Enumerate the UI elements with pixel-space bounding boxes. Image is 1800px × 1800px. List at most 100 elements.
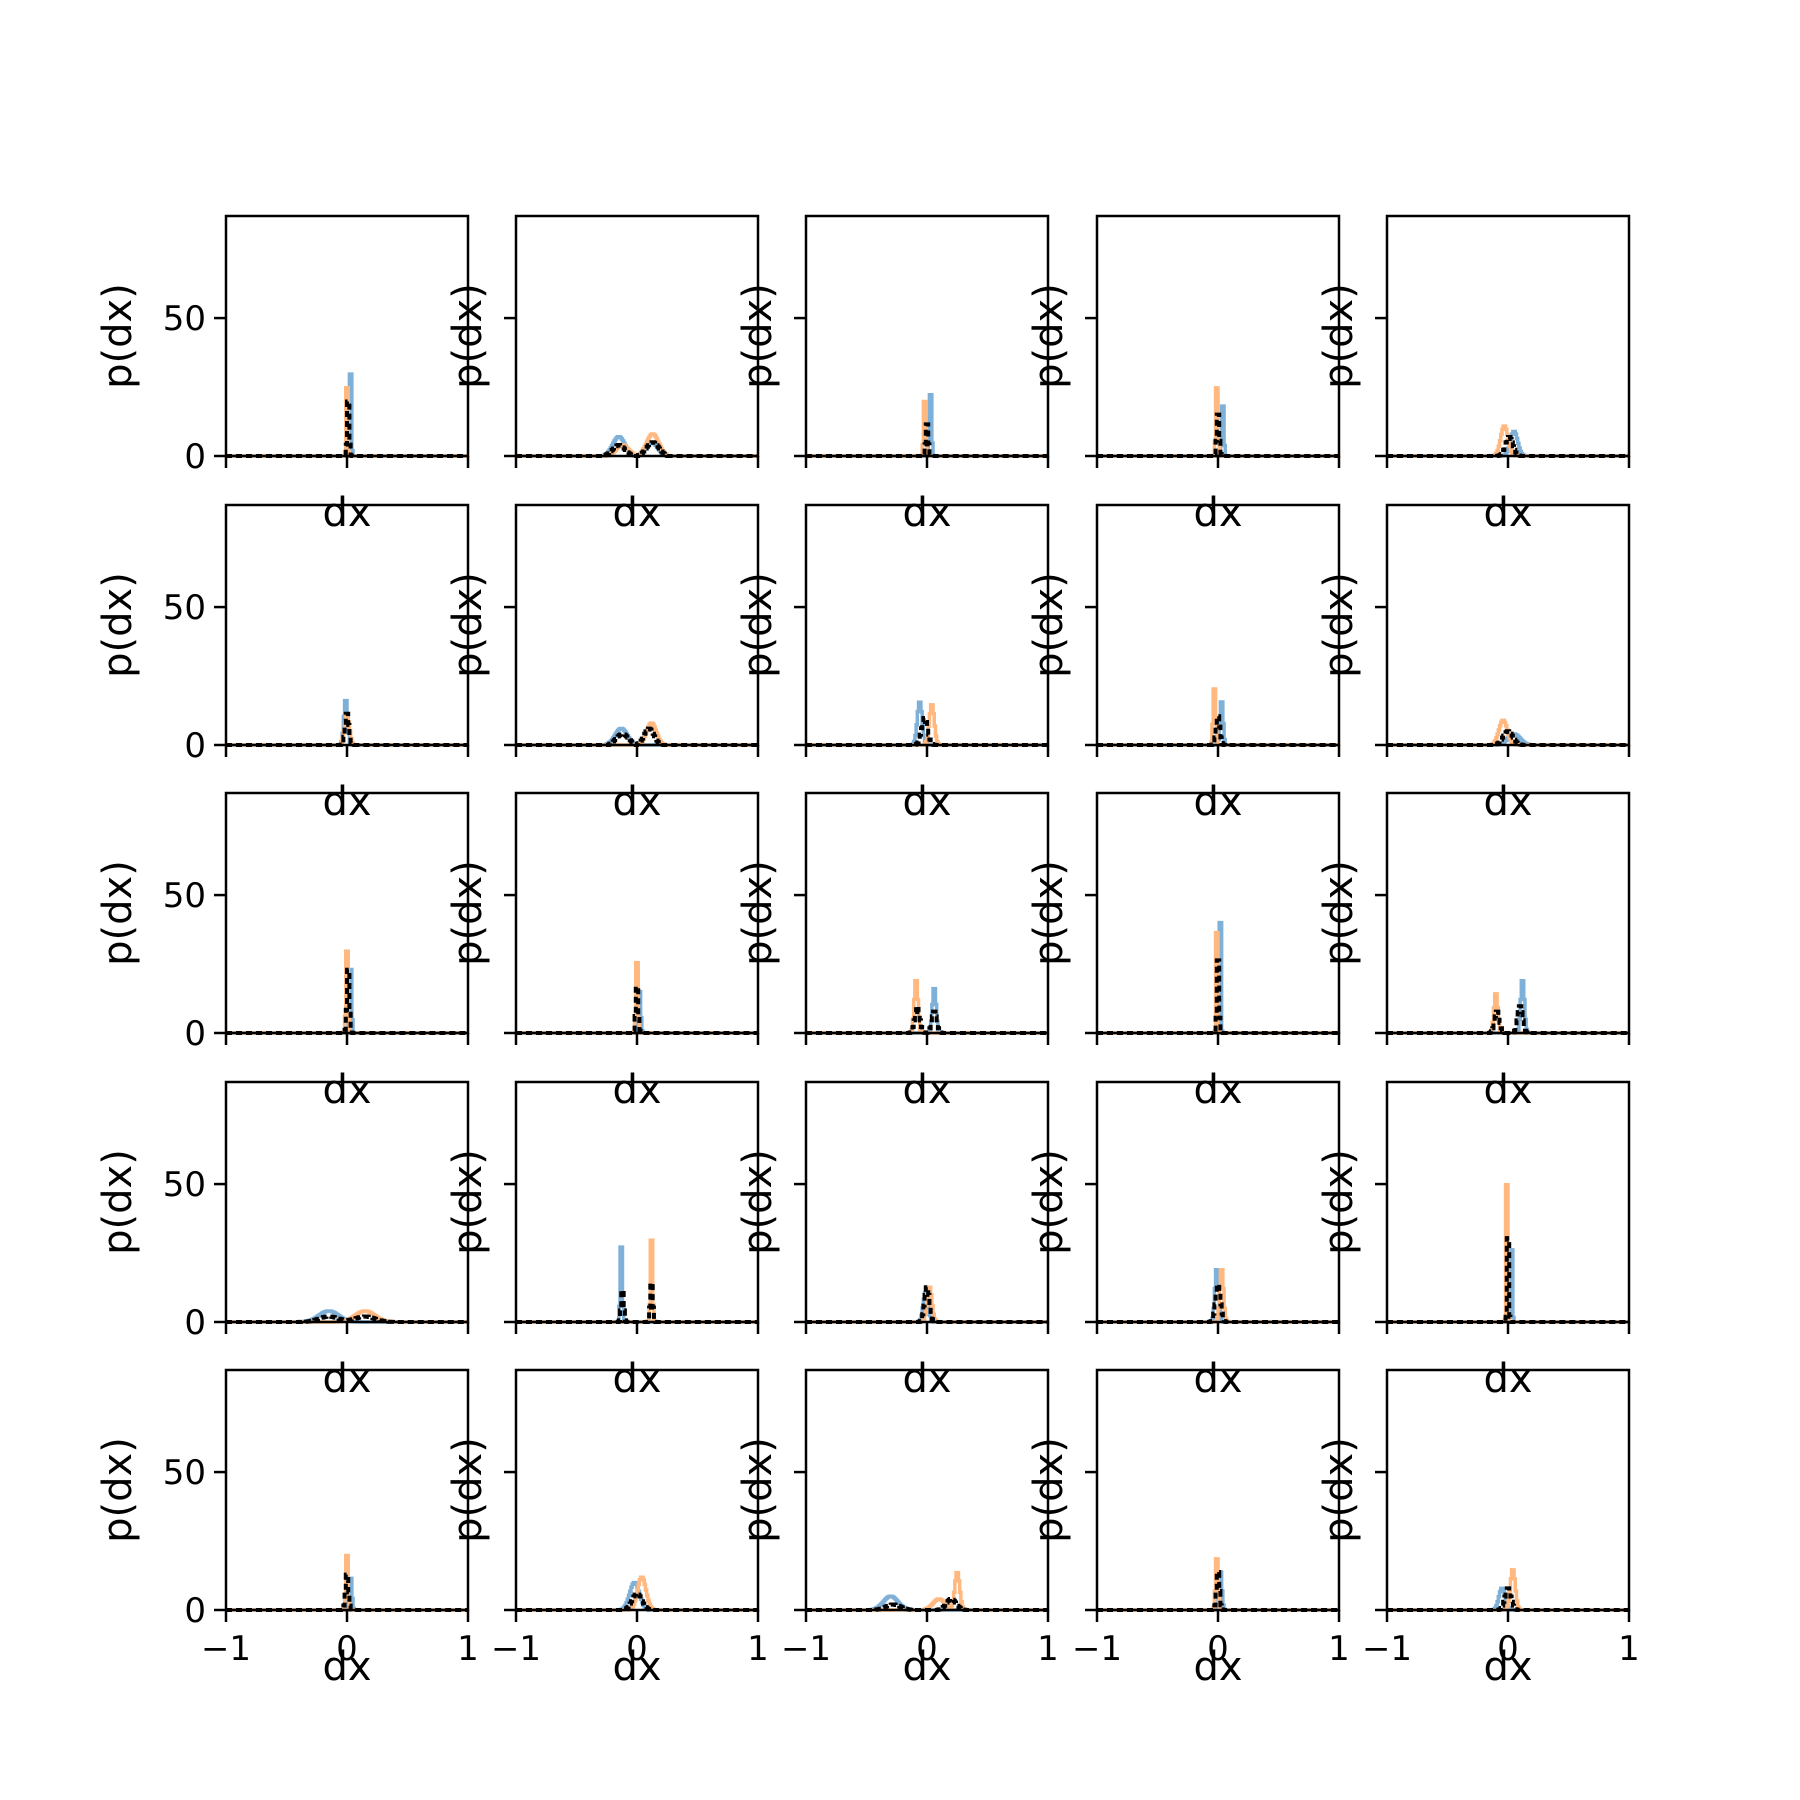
x-axis-label: dx	[1193, 1067, 1242, 1113]
x-axis-label: dx	[1193, 490, 1242, 536]
axes-frame	[514, 1368, 760, 1612]
subplot-r2-c0: 0 50 dx p(dx)	[95, 791, 470, 1113]
subplot-r4-c1: −1 0 1 dx p(dx)	[445, 1368, 769, 1690]
x-axis-label: dx	[1193, 779, 1242, 825]
x-tick-label: −1	[491, 1629, 541, 1669]
y-axis-label: p(dx)	[95, 1437, 141, 1543]
x-tick-label: 1	[1328, 1629, 1350, 1669]
subplot-r1-c0: 0 50 dx p(dx)	[95, 503, 470, 825]
y-axis-label: p(dx)	[735, 1149, 781, 1255]
subplot-r3-c3: dx p(dx)	[1026, 1080, 1341, 1402]
y-axis-label: p(dx)	[445, 1149, 491, 1255]
series-b-histogram	[516, 432, 758, 458]
y-axis-label: p(dx)	[1316, 1149, 1362, 1255]
x-axis-label: dx	[612, 779, 661, 825]
subplot-r1-c3: dx p(dx)	[1026, 503, 1341, 825]
y-axis-label: p(dx)	[735, 572, 781, 678]
y-axis-label: p(dx)	[735, 283, 781, 389]
y-axis-label: p(dx)	[1026, 1437, 1072, 1543]
x-axis-label: dx	[322, 1067, 371, 1113]
x-tick-label: −1	[781, 1629, 831, 1669]
subplot-r0-c4: dx p(dx)	[1316, 214, 1631, 536]
subplot-r1-c1: dx p(dx)	[445, 503, 760, 825]
x-axis-label: dx	[1483, 779, 1532, 825]
y-tick-label: 0	[184, 1591, 206, 1631]
x-tick-label: 1	[1618, 1629, 1640, 1669]
x-axis-label: dx	[1483, 1067, 1532, 1113]
x-axis-label: dx	[1193, 1356, 1242, 1402]
y-axis-label: p(dx)	[95, 1149, 141, 1255]
x-axis-label: dx	[322, 1644, 371, 1690]
subplot-r0-c2: dx p(dx)	[735, 214, 1050, 536]
x-axis-label: dx	[1193, 1644, 1242, 1690]
x-tick-label: 1	[747, 1629, 769, 1669]
x-axis-label: dx	[322, 490, 371, 536]
y-tick-label: 50	[163, 876, 206, 916]
x-axis-label: dx	[902, 1356, 951, 1402]
x-tick-label: 1	[457, 1629, 479, 1669]
x-axis-label: dx	[902, 779, 951, 825]
axes-frame	[514, 1080, 760, 1324]
series-a-histogram	[516, 1245, 758, 1324]
subplot-r2-c3: dx p(dx)	[1026, 791, 1341, 1113]
axes-frame	[1385, 791, 1631, 1035]
subplot-r0-c0: 0 50 dx p(dx)	[95, 214, 470, 536]
x-axis-label: dx	[322, 779, 371, 825]
x-tick-label: −1	[201, 1629, 251, 1669]
subplot-r0-c3: dx p(dx)	[1026, 214, 1341, 536]
subplot-r4-c4: −1 0 1 dx p(dx)	[1316, 1368, 1640, 1690]
series-c-histogram	[1387, 1236, 1629, 1324]
subplot-r3-c1: dx p(dx)	[445, 1080, 760, 1402]
axes-frame	[514, 503, 760, 747]
x-tick-label: 0	[1207, 1629, 1229, 1669]
y-axis-label: p(dx)	[95, 283, 141, 389]
series-b-histogram	[806, 399, 1048, 458]
axes-frame	[804, 791, 1050, 1035]
y-axis-label: p(dx)	[735, 1437, 781, 1543]
subplot-r2-c2: dx p(dx)	[735, 791, 1050, 1113]
axes-frame	[1385, 1368, 1631, 1612]
y-tick-label: 50	[163, 299, 206, 339]
x-tick-label: 0	[916, 1629, 938, 1669]
subplot-r2-c1: dx p(dx)	[445, 791, 760, 1113]
y-axis-label: p(dx)	[445, 283, 491, 389]
y-axis-label: p(dx)	[445, 860, 491, 966]
x-axis-label: dx	[612, 1356, 661, 1402]
series-c-histogram	[806, 1004, 1048, 1035]
y-tick-label: 50	[163, 1453, 206, 1493]
x-tick-label: 0	[1497, 1629, 1519, 1669]
axes-frame	[1095, 503, 1341, 747]
x-axis-label: dx	[1483, 1644, 1532, 1690]
subplot-r3-c0: 0 50 dx p(dx)	[95, 1080, 470, 1402]
x-tick-label: 0	[336, 1629, 358, 1669]
axes-frame	[1385, 214, 1631, 458]
y-axis-label: p(dx)	[1026, 283, 1072, 389]
axes-frame	[224, 1080, 470, 1324]
y-tick-label: 0	[184, 726, 206, 766]
y-axis-label: p(dx)	[1316, 283, 1362, 389]
axes-frame	[1385, 503, 1631, 747]
y-axis-label: p(dx)	[445, 572, 491, 678]
y-tick-label: 0	[184, 1014, 206, 1054]
x-axis-label: dx	[902, 1067, 951, 1113]
subplot-r3-c4: dx p(dx)	[1316, 1080, 1631, 1402]
y-axis-label: p(dx)	[95, 572, 141, 678]
subplot-r2-c4: dx p(dx)	[1316, 791, 1631, 1113]
y-axis-label: p(dx)	[1316, 1437, 1362, 1543]
x-tick-label: −1	[1362, 1629, 1412, 1669]
y-axis-label: p(dx)	[95, 860, 141, 966]
x-axis-label: dx	[322, 1356, 371, 1402]
y-tick-label: 50	[163, 588, 206, 628]
y-axis-label: p(dx)	[1316, 860, 1362, 966]
series-a-histogram	[806, 986, 1048, 1035]
subplot-r0-c1: dx p(dx)	[445, 214, 760, 536]
y-tick-label: 0	[184, 1303, 206, 1343]
subplot-r3-c2: dx p(dx)	[735, 1080, 1050, 1402]
x-axis-label: dx	[902, 1644, 951, 1690]
x-axis-label: dx	[1483, 490, 1532, 536]
y-axis-label: p(dx)	[1026, 572, 1072, 678]
y-tick-label: 0	[184, 437, 206, 477]
subplot-r1-c4: dx p(dx)	[1316, 503, 1631, 825]
series-b-histogram	[1387, 992, 1629, 1035]
